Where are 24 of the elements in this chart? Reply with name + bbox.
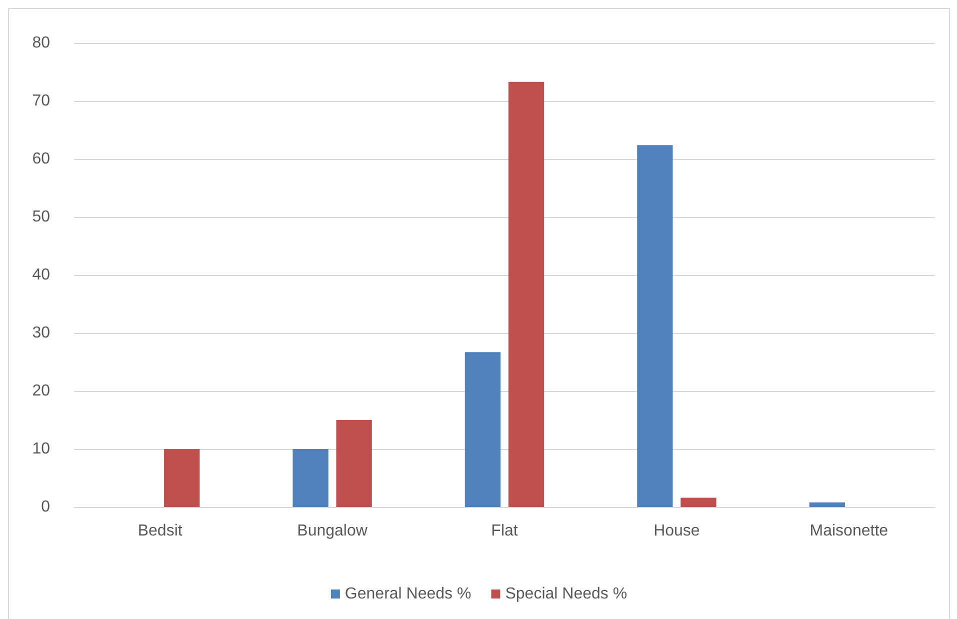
x-tick-label: House — [654, 522, 700, 540]
bar — [637, 145, 673, 507]
bar — [336, 420, 372, 507]
x-tick-label: Bungalow — [297, 522, 368, 540]
y-tick-label: 10 — [32, 440, 50, 458]
bar — [164, 449, 200, 507]
x-tick-label: Flat — [491, 522, 518, 540]
legend-label: General Needs % — [344, 586, 472, 602]
bar — [464, 352, 501, 507]
bar — [680, 498, 716, 507]
legend-label: Special Needs % — [505, 586, 628, 602]
x-tick-label: Maisonette — [810, 522, 888, 540]
y-tick-label: 20 — [32, 382, 50, 400]
bar — [809, 502, 845, 507]
y-tick-label: 0 — [41, 498, 50, 516]
y-tick-label: 30 — [32, 324, 50, 342]
y-tick-label: 40 — [32, 266, 50, 284]
x-tick-label: Bedsit — [138, 522, 183, 540]
bar — [508, 82, 544, 507]
y-tick-label: 50 — [32, 208, 50, 226]
bar — [292, 449, 328, 507]
y-tick-label: 70 — [32, 92, 50, 110]
y-tick-label: 80 — [32, 34, 50, 52]
y-tick-label: 60 — [32, 150, 50, 168]
